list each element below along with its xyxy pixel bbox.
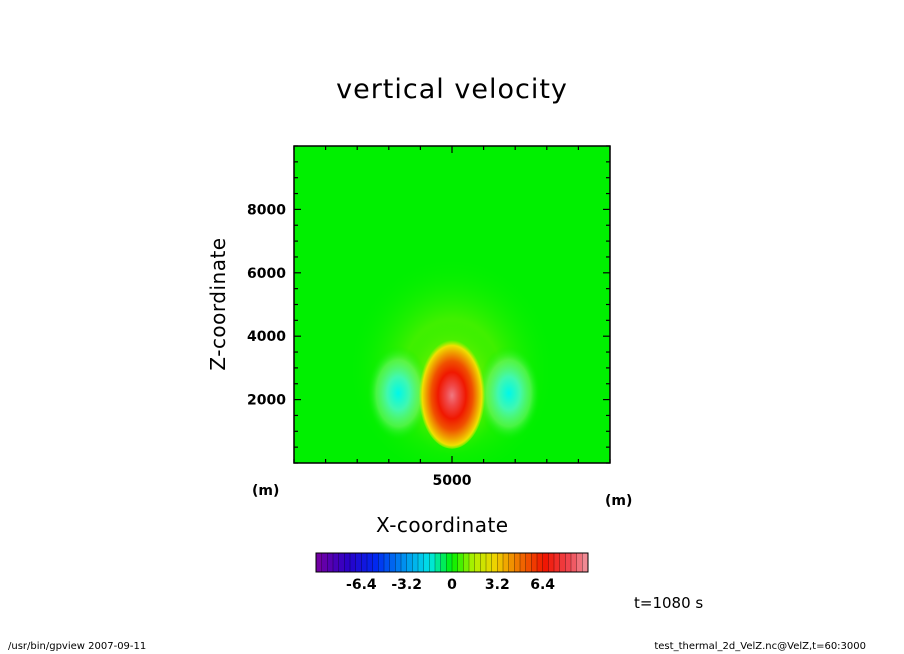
- colorbar-cell: [480, 553, 487, 572]
- colorbar: -6.4 -3.2 0 3.2 6.4: [315, 552, 589, 593]
- colorbar-cell: [401, 553, 407, 572]
- y-tick-label: 6000: [247, 266, 286, 282]
- colorbar-cell: [412, 553, 419, 572]
- y-tick-label: 2000: [247, 393, 286, 409]
- colorbar-cell: [372, 553, 379, 572]
- colorbar-cell: [321, 553, 328, 572]
- colorbar-cell: [497, 553, 504, 572]
- colorbar-cell: [350, 553, 356, 572]
- colorbar-cell: [525, 553, 532, 572]
- colorbar-cell: [457, 553, 464, 572]
- colorbar-cell: [520, 553, 526, 572]
- colorbar-cell: [474, 553, 481, 572]
- x-tick-label: 5000: [433, 473, 472, 489]
- colorbar-cell: [565, 553, 572, 572]
- colorbar-tick-label: -3.2: [391, 577, 422, 593]
- colorbar-cell: [344, 553, 351, 572]
- colorbar-cell: [338, 553, 345, 572]
- colorbar-cell: [395, 553, 402, 572]
- colorbar-cell: [548, 553, 555, 572]
- colorbar-cell: [542, 553, 549, 572]
- time-label: t=1080 s: [634, 594, 704, 612]
- chart-title: vertical velocity: [336, 74, 568, 105]
- colorbar-tick-label: 3.2: [485, 577, 510, 593]
- colorbar-cell: [440, 553, 447, 572]
- colorbar-cell: [361, 553, 368, 572]
- downdraft-minimum: [366, 345, 430, 441]
- colorbar-cell: [384, 553, 390, 572]
- colorbar-cell: [423, 553, 430, 572]
- colorbar-frame: [315, 552, 589, 573]
- colorbar-cell: [514, 553, 521, 572]
- colorbar-cell: [463, 553, 470, 572]
- axis-ticks: 5000 2000 4000 6000 8000: [247, 145, 611, 489]
- colorbar-cell: [531, 553, 538, 572]
- plot-area: [294, 146, 610, 463]
- colorbar-cell: [486, 553, 492, 572]
- y-tick-label: 8000: [247, 202, 286, 218]
- x-axis-unit: (m): [605, 493, 633, 509]
- colorbar-cell: [355, 553, 362, 572]
- updraft-core: [418, 337, 486, 449]
- colorbar-cell: [446, 553, 453, 572]
- y-tick-label: 4000: [247, 329, 286, 345]
- colorbar-cell: [554, 553, 560, 572]
- colorbar-tick-label: -6.4: [346, 577, 377, 593]
- y-axis-unit: (m): [252, 483, 280, 499]
- colorbar-cell: [389, 553, 396, 572]
- colorbar-cell: [559, 553, 566, 572]
- colorbar-cell: [327, 553, 334, 572]
- colorbar-cell: [537, 553, 543, 572]
- colorbar-cell: [571, 553, 577, 572]
- colorbar-cell: [452, 553, 458, 572]
- colorbar-cell: [418, 553, 424, 572]
- colorbar-cell: [435, 553, 441, 572]
- colorbar-cell: [429, 553, 436, 572]
- colorbar-tick-label: 0: [447, 577, 457, 593]
- colorbar-cell: [576, 553, 583, 572]
- footer-left-text: /usr/bin/gpview 2007-09-11: [8, 641, 147, 652]
- colorbar-cell: [378, 553, 385, 572]
- colorbar-cell: [316, 553, 322, 572]
- colorbar-cell: [582, 553, 589, 572]
- colorbar-cell: [406, 553, 413, 572]
- colorbar-tick-label: 6.4: [530, 577, 555, 593]
- colorbar-cell: [469, 553, 475, 572]
- footer-right-text: test_thermal_2d_VelZ.nc@VelZ,t=60:3000: [654, 641, 866, 652]
- colorbar-cell: [367, 553, 373, 572]
- colorbar-cell: [508, 553, 515, 572]
- colorbar-cell: [333, 553, 339, 572]
- colorbar-cell: [503, 553, 509, 572]
- colorbar-cell: [491, 553, 498, 572]
- x-axis-label: X-coordinate: [376, 513, 509, 537]
- downdraft-minimum: [477, 345, 541, 441]
